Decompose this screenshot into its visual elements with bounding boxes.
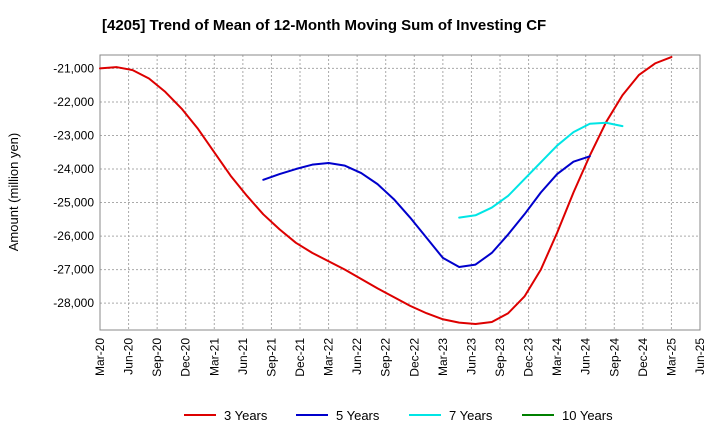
x-tick-label: Sep-20 xyxy=(150,338,164,377)
x-tick-label: Dec-21 xyxy=(293,338,307,377)
x-tick-label: Jun-21 xyxy=(236,338,250,375)
x-tick-label: Jun-25 xyxy=(693,338,707,375)
x-tick-label: Jun-23 xyxy=(464,338,478,375)
y-tick-label: -26,000 xyxy=(53,229,94,243)
legend-label: 5 Years xyxy=(336,408,380,423)
x-tick-label: Dec-23 xyxy=(522,338,536,377)
x-tick-label: Mar-24 xyxy=(550,338,564,376)
series-line-7-years xyxy=(458,121,624,219)
series-line-5-years xyxy=(262,155,591,268)
x-tick-label: Mar-22 xyxy=(322,338,336,376)
x-tick-label: Jun-22 xyxy=(350,338,364,375)
y-tick-label: -23,000 xyxy=(53,128,94,142)
y-axis-title: Amount (million yen) xyxy=(6,133,21,252)
grid xyxy=(99,55,701,330)
y-tick-label: -24,000 xyxy=(53,162,94,176)
x-tick-label: Mar-23 xyxy=(436,338,450,376)
y-tick-label: -27,000 xyxy=(53,263,94,277)
x-tick-label: Dec-22 xyxy=(407,338,421,377)
series-line-3-years xyxy=(99,56,673,325)
x-tick-label: Sep-21 xyxy=(264,338,278,377)
x-tick-label: Dec-20 xyxy=(179,338,193,377)
x-tick-label: Mar-25 xyxy=(664,338,678,376)
legend-label: 3 Years xyxy=(224,408,268,423)
x-tick-label: Sep-23 xyxy=(493,338,507,377)
x-tick-label: Sep-24 xyxy=(607,338,621,377)
plot-frame xyxy=(99,54,701,331)
x-tick-label: Mar-21 xyxy=(207,338,221,376)
chart-title: [4205] Trend of Mean of 12-Month Moving … xyxy=(102,17,546,34)
y-tick-label: -28,000 xyxy=(53,296,94,310)
y-axis: -21,000 -22,000 -23,000 -24,000 -25,000 -26,0… xyxy=(53,61,94,310)
y-tick-label: -22,000 xyxy=(53,95,94,109)
y-tick-label: -25,000 xyxy=(53,196,94,210)
x-tick-label: Jun-20 xyxy=(122,338,136,375)
legend-label: 10 Years xyxy=(562,408,613,423)
y-tick-label: -21,000 xyxy=(53,61,94,75)
x-tick-label: Sep-22 xyxy=(379,338,393,377)
legend: 3 Years 5 Years 7 Years 10 Years xyxy=(184,408,613,423)
x-tick-label: Jun-24 xyxy=(579,338,593,375)
x-tick-label: Mar-20 xyxy=(93,338,107,376)
x-axis: Mar-20 Jun-20 Sep-20 Dec-20 Mar-21 Jun-21 Sep-… xyxy=(93,338,707,377)
x-tick-label: Dec-24 xyxy=(636,338,650,377)
legend-label: 7 Years xyxy=(449,408,493,423)
series-lines xyxy=(99,56,673,325)
